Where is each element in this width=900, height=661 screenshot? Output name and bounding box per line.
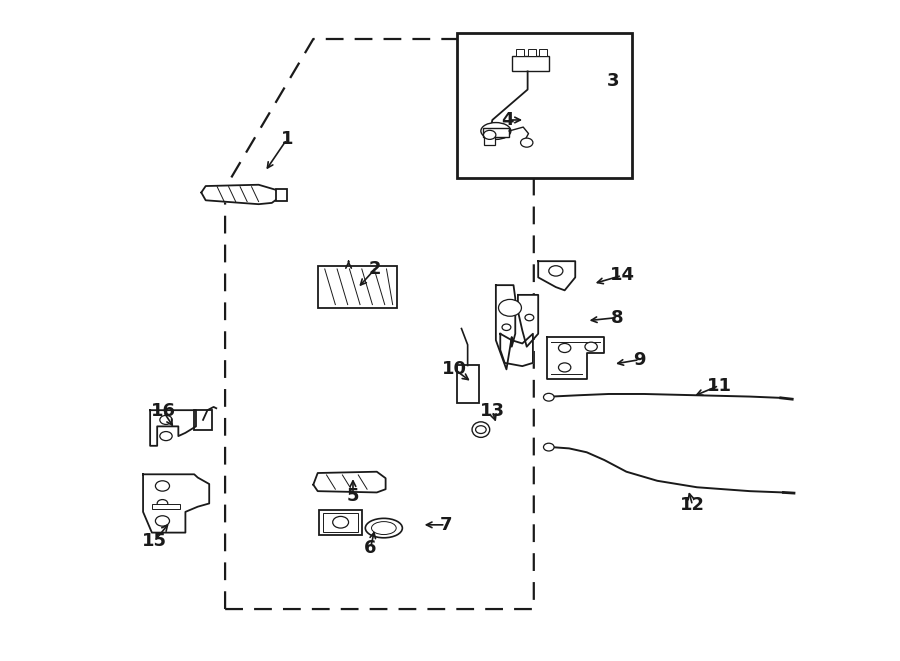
Circle shape: [483, 130, 496, 139]
Bar: [457, 366, 479, 403]
Text: 13: 13: [480, 403, 505, 420]
Bar: [539, 50, 547, 56]
Bar: [482, 128, 509, 137]
Text: 15: 15: [142, 532, 167, 550]
Circle shape: [499, 299, 521, 316]
Text: 1: 1: [281, 130, 293, 149]
Circle shape: [544, 444, 554, 451]
Text: 5: 5: [346, 486, 359, 505]
Text: 8: 8: [611, 309, 624, 327]
Circle shape: [544, 393, 554, 401]
Ellipse shape: [472, 422, 490, 438]
Circle shape: [502, 324, 511, 330]
Bar: [320, 510, 362, 535]
Bar: [517, 50, 524, 56]
Circle shape: [160, 415, 172, 424]
Polygon shape: [202, 184, 281, 204]
Text: 14: 14: [609, 266, 634, 284]
Text: 3: 3: [607, 72, 619, 90]
Bar: [457, 32, 632, 178]
Circle shape: [525, 315, 534, 321]
Text: 9: 9: [634, 350, 646, 369]
Circle shape: [549, 266, 562, 276]
Text: 16: 16: [151, 403, 176, 420]
Circle shape: [520, 138, 533, 147]
Text: 2: 2: [369, 260, 382, 278]
Polygon shape: [496, 285, 516, 369]
Circle shape: [559, 363, 571, 372]
Circle shape: [156, 516, 169, 526]
Circle shape: [160, 432, 172, 441]
Text: 4: 4: [501, 111, 514, 129]
Polygon shape: [500, 334, 533, 366]
Polygon shape: [547, 337, 605, 379]
Text: 12: 12: [680, 496, 705, 514]
Bar: [323, 512, 358, 532]
Polygon shape: [150, 410, 196, 446]
Circle shape: [158, 500, 167, 508]
Bar: [152, 504, 180, 509]
Circle shape: [475, 426, 486, 434]
Circle shape: [559, 344, 571, 352]
Bar: [484, 136, 495, 145]
Bar: [276, 189, 287, 201]
Bar: [527, 50, 536, 56]
Polygon shape: [538, 261, 575, 290]
Text: 7: 7: [439, 516, 452, 534]
Polygon shape: [143, 475, 209, 533]
Bar: [194, 410, 212, 430]
Circle shape: [333, 516, 348, 528]
Ellipse shape: [481, 122, 511, 139]
Polygon shape: [518, 295, 538, 346]
Ellipse shape: [372, 522, 396, 535]
Circle shape: [585, 342, 598, 351]
Text: 11: 11: [706, 377, 732, 395]
Circle shape: [156, 481, 169, 491]
Text: 6: 6: [364, 539, 377, 557]
Bar: [512, 56, 549, 71]
Text: 10: 10: [442, 360, 467, 378]
Ellipse shape: [365, 518, 402, 538]
Bar: [318, 266, 397, 308]
Polygon shape: [313, 472, 385, 492]
